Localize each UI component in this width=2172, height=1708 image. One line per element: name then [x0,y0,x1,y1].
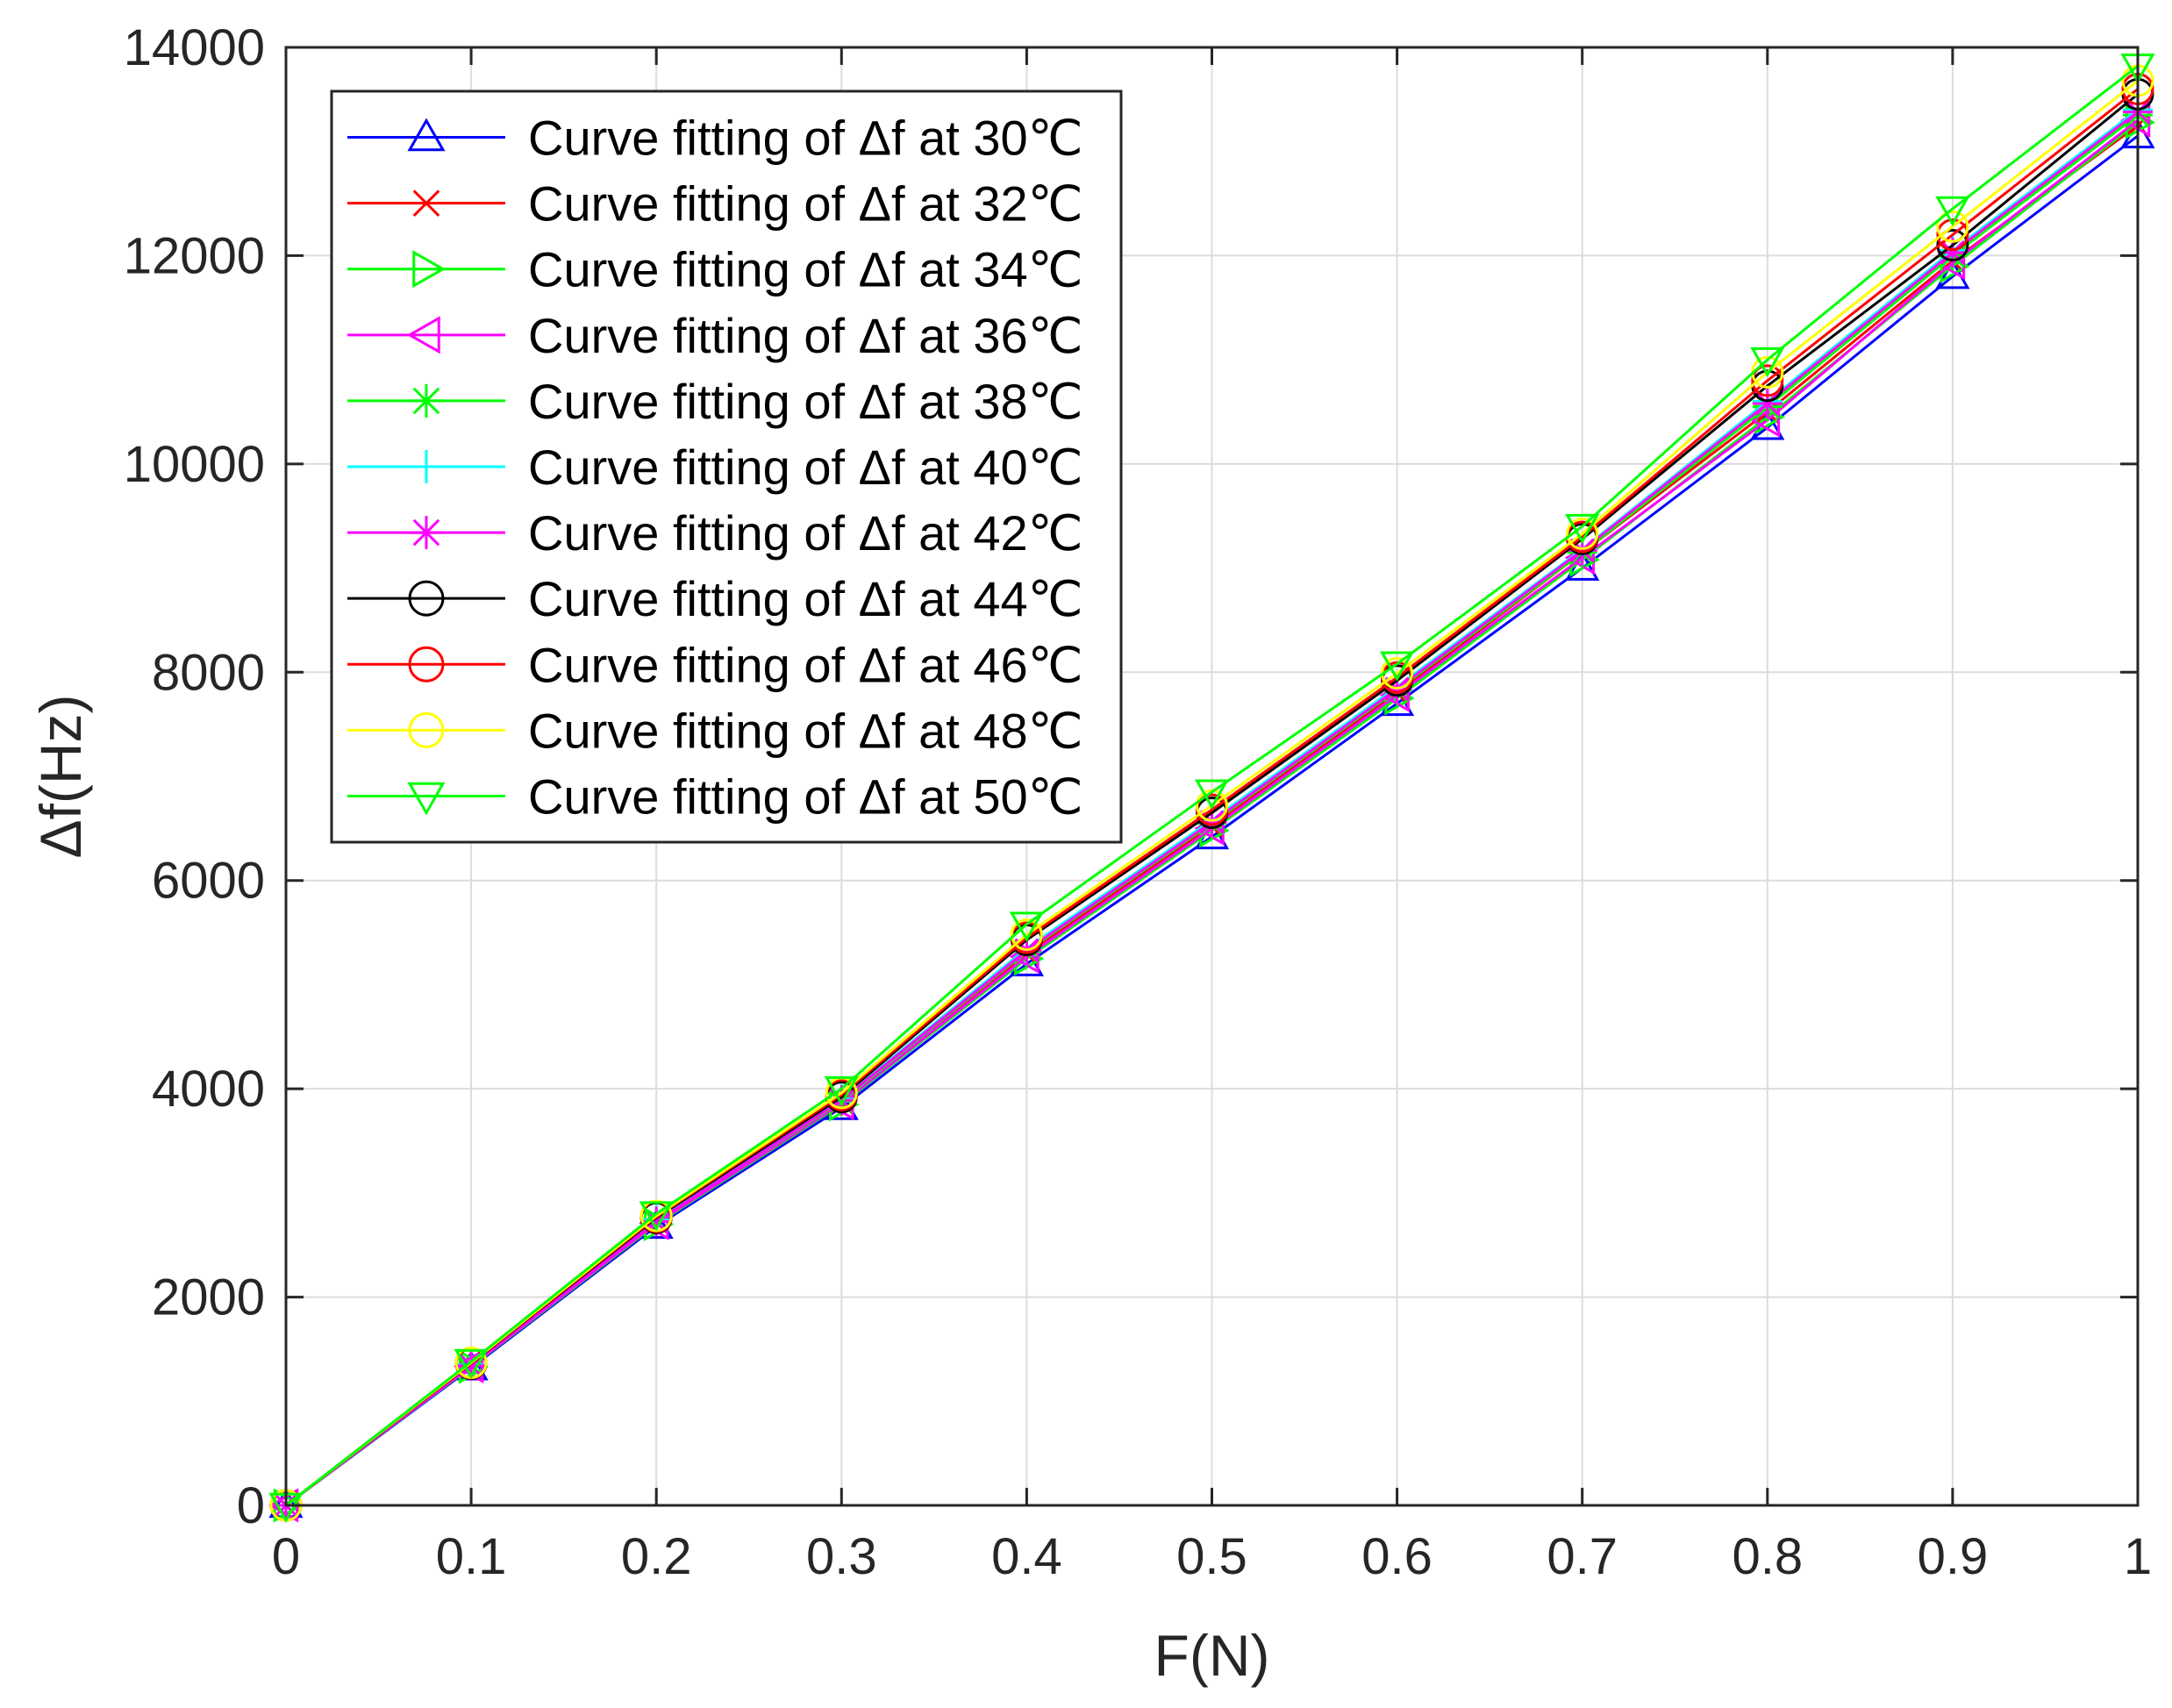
marker-triangle-down [1380,651,1415,682]
legend-entry: Curve fitting of Δf at 50℃ [347,768,1083,824]
x-tick-label: 0 [272,1528,300,1585]
y-tick-label: 12000 [124,227,265,284]
marker-triangle-left [1749,403,1781,438]
y-tick-label: 10000 [124,436,265,493]
legend-label: Curve fitting of Δf at 40℃ [528,440,1083,495]
legend-label: Curve fitting of Δf at 36℃ [528,308,1083,363]
marker-asterisk [410,383,443,418]
legend-label: Curve fitting of Δf at 42℃ [528,505,1083,561]
marker-circle [408,711,445,748]
marker-triangle-down [824,1076,859,1107]
marker-x-stroke [412,189,440,217]
marker-triangle-left [406,316,440,354]
marker-circle [1936,210,1969,243]
x-tick-label: 0.6 [1361,1528,1433,1585]
y-tick-label: 0 [237,1477,265,1534]
x-tick-label: 1 [2124,1528,2152,1585]
marker-plus [410,450,443,483]
marker-triangle-down [407,782,446,816]
legend-entry: Curve fitting of Δf at 34℃ [347,242,1083,297]
legend-entry: Curve fitting of Δf at 30℃ [347,111,1083,166]
marker-circle [1010,918,1043,951]
legend-label: Curve fitting of Δf at 48℃ [528,703,1083,758]
marker-triangle-down [639,1201,674,1232]
marker-asterisk-stroke [1754,391,1780,416]
y-tick-label: 14000 [124,19,265,76]
y-tick-label: 2000 [152,1269,265,1326]
marker-circle [408,580,445,617]
legend-entry: Curve fitting of Δf at 48℃ [347,703,1083,758]
marker-asterisk-stroke [412,387,440,415]
marker-circle [1566,517,1599,550]
legend-entry: Curve fitting of Δf at 42℃ [347,505,1083,561]
y-tick-label: 4000 [152,1061,265,1118]
legend-entry: Curve fitting of Δf at 40℃ [347,440,1083,495]
marker-x [412,189,440,217]
marker-triangle-down [1565,513,1600,545]
marker-triangle-up [407,118,446,152]
marker-asterisk-stroke [1199,810,1225,835]
marker-triangle-down [1009,911,1044,942]
series-10 [268,54,2155,1524]
marker-circle [1751,364,1784,397]
legend-entry: Curve fitting of Δf at 38℃ [347,374,1083,429]
x-tick-label: 0.3 [806,1528,877,1585]
legend-label: Curve fitting of Δf at 38℃ [528,374,1083,429]
legend-label: Curve fitting of Δf at 44℃ [528,571,1083,626]
x-tick-label: 0.4 [991,1528,1062,1585]
legend-entry: Curve fitting of Δf at 44℃ [347,571,1083,626]
marker-circle [408,646,445,682]
x-tick-label: 0.8 [1732,1528,1803,1585]
marker-triangle-down [1935,196,1970,227]
legend-entry: Curve fitting of Δf at 36℃ [347,308,1083,363]
legend: Curve fitting of Δf at 30℃ Curve fitting … [330,89,1123,844]
series-line [285,65,2139,1507]
y-tick-label: 8000 [152,644,265,701]
y-tick-label: 6000 [152,853,265,910]
marker-triangle-down [454,1348,489,1380]
marker-asterisk [410,516,443,550]
x-tick-label: 0.5 [1176,1528,1247,1585]
marker-triangle-down [1750,347,1785,378]
marker-triangle-right [412,250,447,289]
axes-layer: 0 0.1 0.2 0.3 0.4 0.5 0.6 0.7 0.8 0.9 1 0 2000 4000 60… [28,19,2152,1688]
marker-asterisk-stroke [1940,240,1965,265]
legend-label: Curve fitting of Δf at 50℃ [528,768,1083,824]
legend-entry: Curve fitting of Δf at 46℃ [347,637,1083,692]
legend-label: Curve fitting of Δf at 32℃ [528,176,1083,232]
y-axis-title: Δf(Hz) [28,694,93,858]
x-tick-label: 0.1 [436,1528,507,1585]
x-tick-label: 0.2 [621,1528,692,1585]
legend-label: Curve fitting of Δf at 46℃ [528,637,1083,692]
legend-label: Curve fitting of Δf at 30℃ [528,111,1083,166]
legend-label: Curve fitting of Δf at 34℃ [528,242,1083,297]
marker-triangle-down [1194,779,1230,810]
marker-asterisk-stroke [1569,538,1595,563]
marker-asterisk-stroke [412,518,440,547]
x-tick-label: 0.7 [1547,1528,1618,1585]
marker-asterisk [1752,389,1783,419]
x-tick-label: 0.9 [1918,1528,1989,1585]
x-axis-title: F(N) [1154,1623,1270,1688]
marker-circle [1936,218,1969,252]
legend-entry: Curve fitting of Δf at 32℃ [347,176,1083,232]
